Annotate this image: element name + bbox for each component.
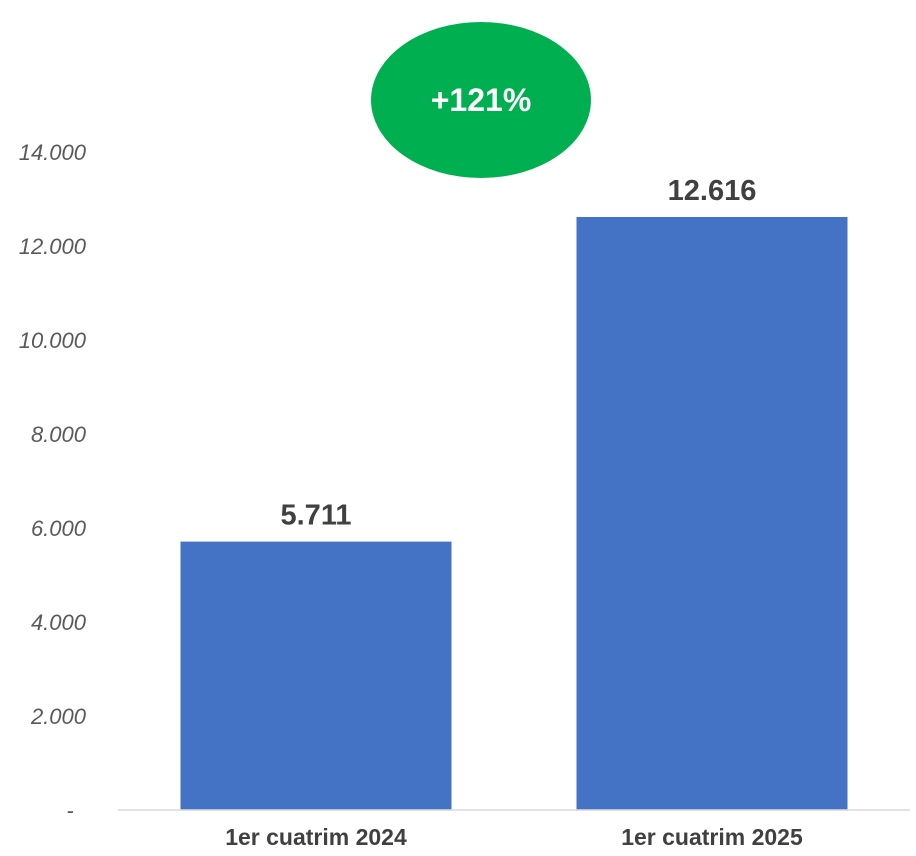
y-tick-label: 12.000 — [19, 234, 87, 259]
growth-badge: +121% — [371, 22, 591, 178]
y-tick-label: 14.000 — [19, 140, 87, 165]
y-tick-label: 10.000 — [19, 328, 87, 353]
bar-value-label: 12.616 — [668, 175, 757, 207]
y-tick-label: 2.000 — [30, 704, 87, 729]
bar-value-label: 5.711 — [281, 500, 352, 532]
growth-badge-label: +121% — [431, 82, 532, 118]
bar-1 — [180, 541, 452, 810]
growth-badge-ellipse — [371, 22, 591, 178]
x-category-label: 1er cuatrim 2025 — [621, 824, 803, 850]
y-tick-label: 6.000 — [31, 516, 87, 541]
y-tick-label: 8.000 — [31, 422, 87, 447]
x-category-label: 1er cuatrim 2024 — [225, 824, 407, 850]
bar-2 — [576, 217, 848, 810]
y-tick-label: - — [66, 798, 73, 823]
x-axis-labels: 1er cuatrim 2024 1er cuatrim 2025 — [225, 824, 803, 850]
data-labels: 5.711 12.616 — [281, 175, 757, 532]
bars-layer — [180, 217, 848, 810]
y-tick-label: 4.000 — [31, 610, 87, 635]
y-axis-ticks: - 2.000 4.000 6.000 8.000 10.000 12.000 14.000 — [19, 140, 87, 823]
